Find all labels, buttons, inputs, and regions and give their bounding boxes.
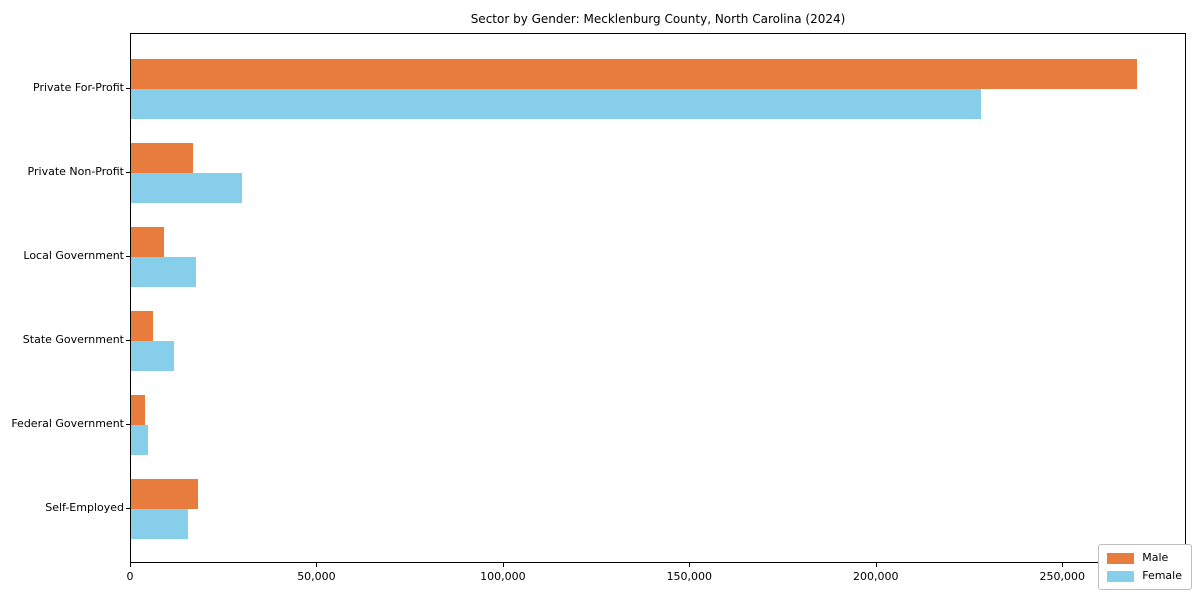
y-tick-label: Private For-Profit [33,81,124,94]
y-tick-mark [126,424,130,425]
x-tick-label: 100,000 [480,570,526,583]
x-tick-mark [130,563,131,567]
y-tick-mark [126,88,130,89]
bar-female-1 [131,173,242,203]
y-tick-label: Self-Employed [45,501,124,514]
y-tick-label: State Government [22,333,124,346]
bar-male-3 [131,311,153,341]
x-tick-label: 50,000 [297,570,336,583]
bar-male-4 [131,395,145,425]
bar-male-0 [131,59,1137,89]
x-tick-label: 200,000 [853,570,899,583]
bar-male-2 [131,227,164,257]
x-tick-label: 150,000 [666,570,713,583]
x-tick-mark [316,563,318,567]
legend-label: Male [1142,551,1169,564]
chart-title: Sector by Gender: Mecklenburg County, No… [470,12,846,26]
legend-swatch-male [1107,552,1135,564]
bar-male-5 [131,479,198,509]
bar-female-3 [131,341,174,371]
bar-female-5 [131,509,188,539]
bar-male-1 [131,143,193,173]
bar-female-0 [131,89,981,119]
y-tick-label: Federal Government [11,417,124,430]
x-tick-mark [689,563,691,567]
legend: Male Female [1098,544,1192,590]
legend-row-female: Female [1107,570,1182,582]
x-tick-mark [875,563,877,567]
x-tick-label: 250,000 [1039,570,1085,583]
y-tick-label: Local Government [23,249,124,262]
x-tick-mark [1062,563,1064,567]
x-tick-label: 0 [126,570,134,583]
bar-female-4 [131,425,148,455]
plot-area [130,33,1186,563]
y-tick-mark [126,508,130,509]
legend-label: Female [1142,569,1182,582]
y-tick-mark [126,172,130,173]
y-tick-label: Private Non-Profit [27,165,124,178]
y-tick-mark [126,340,130,341]
bar-female-2 [131,257,196,287]
y-tick-mark [126,256,130,257]
x-tick-mark [502,563,504,567]
legend-swatch-female [1107,570,1135,582]
legend-row-male: Male [1107,552,1182,564]
